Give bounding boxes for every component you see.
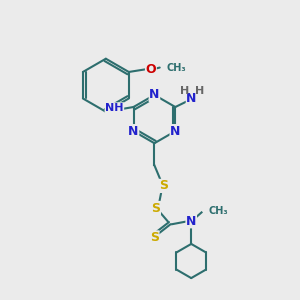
Text: N: N (128, 125, 139, 138)
Text: O: O (146, 62, 156, 76)
Text: CH₃: CH₃ (166, 63, 186, 73)
Text: N: N (149, 88, 160, 101)
Text: CH₃: CH₃ (209, 206, 229, 216)
Text: H: H (195, 86, 204, 96)
Text: N: N (186, 92, 197, 105)
Text: N: N (170, 125, 181, 138)
Text: N: N (186, 215, 196, 228)
Text: S: S (152, 202, 160, 214)
Text: H: H (180, 86, 189, 96)
Text: S: S (150, 231, 159, 244)
Text: S: S (159, 179, 168, 192)
Text: NH: NH (105, 103, 124, 113)
